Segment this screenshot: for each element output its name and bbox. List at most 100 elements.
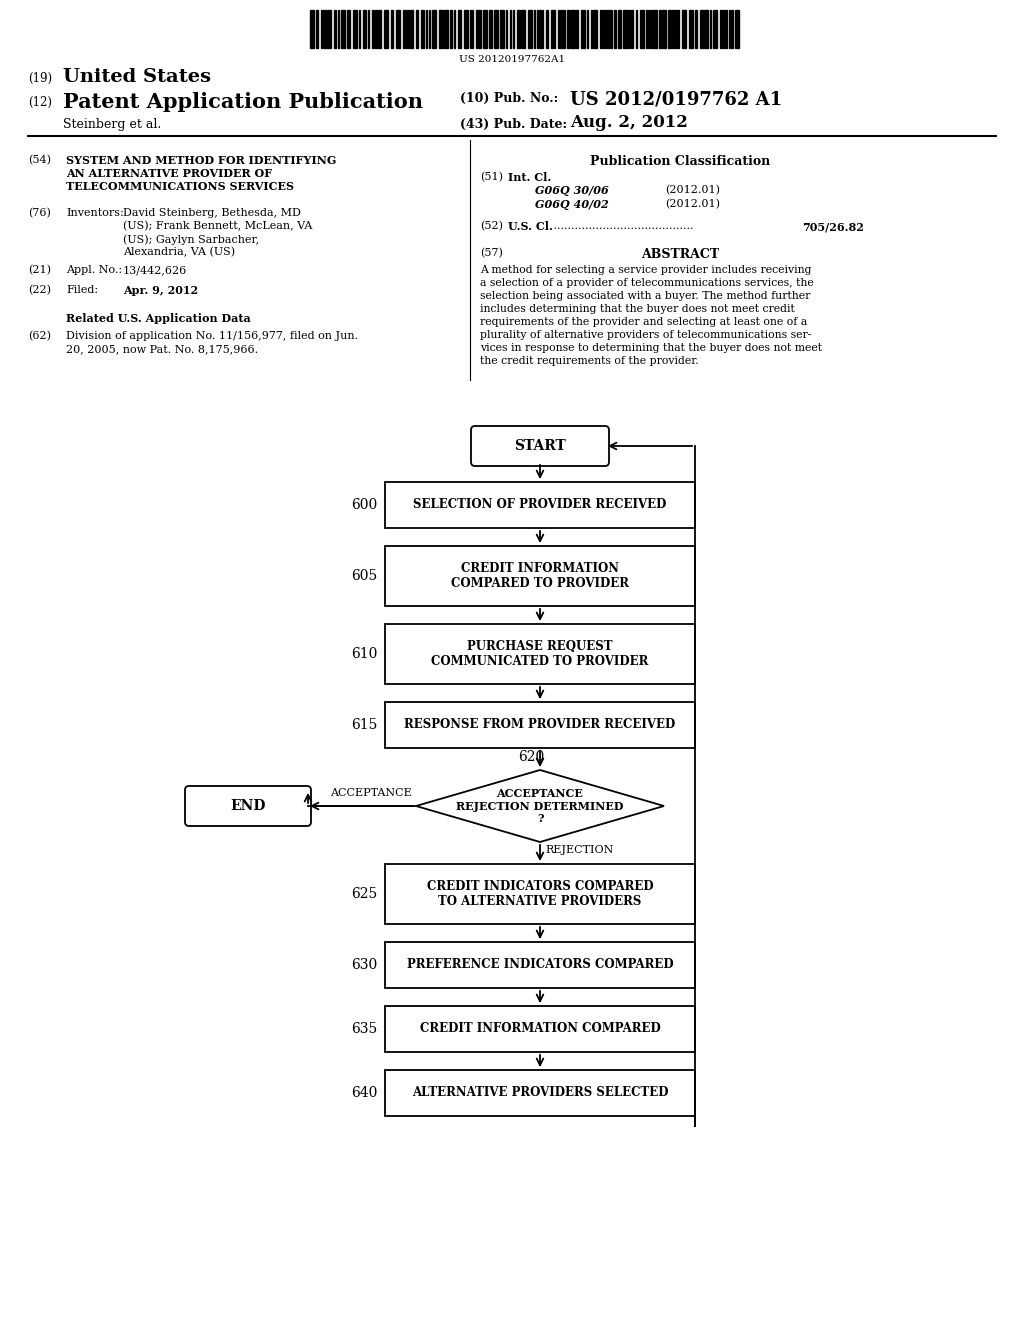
Text: Division of application No. 11/156,977, filed on Jun.: Division of application No. 11/156,977, …	[66, 331, 358, 341]
Bar	[662, 11, 666, 48]
Bar	[426, 11, 427, 48]
Bar	[614, 11, 616, 48]
Bar	[700, 11, 703, 48]
Text: Steinberg et al.: Steinberg et al.	[63, 117, 161, 131]
Bar	[483, 11, 487, 48]
Text: Int. Cl.: Int. Cl.	[508, 172, 551, 183]
Text: 610: 610	[350, 647, 377, 661]
Text: (19): (19)	[28, 73, 52, 84]
Text: (52): (52)	[480, 220, 503, 231]
Bar	[478, 11, 481, 48]
Bar	[528, 11, 532, 48]
Bar	[323, 11, 326, 48]
Text: the credit requirements of the provider.: the credit requirements of the provider.	[480, 356, 698, 366]
Bar	[668, 11, 671, 48]
Text: SELECTION OF PROVIDER RECEIVED: SELECTION OF PROVIDER RECEIVED	[414, 499, 667, 511]
Bar	[593, 11, 597, 48]
Text: (10) Pub. No.:: (10) Pub. No.:	[460, 92, 558, 106]
Bar	[464, 11, 468, 48]
Bar	[353, 11, 357, 48]
Bar	[542, 11, 543, 48]
Bar	[558, 11, 560, 48]
Text: 13/442,626: 13/442,626	[123, 265, 187, 275]
Bar	[631, 11, 633, 48]
Bar	[410, 11, 413, 48]
Bar	[623, 11, 627, 48]
Bar	[546, 11, 548, 48]
Bar	[731, 11, 733, 48]
Text: Publication Classification: Publication Classification	[590, 154, 770, 168]
Text: TELECOMMUNICATIONS SERVICES: TELECOMMUNICATIONS SERVICES	[66, 181, 294, 191]
Bar	[494, 11, 498, 48]
Bar	[617, 11, 621, 48]
Bar	[640, 11, 643, 48]
Bar	[689, 11, 693, 48]
Text: G06Q 40/02: G06Q 40/02	[535, 199, 608, 210]
Bar	[372, 11, 374, 48]
Text: Appl. No.:: Appl. No.:	[66, 265, 122, 275]
Bar	[378, 11, 381, 48]
Text: Related U.S. Application Data: Related U.S. Application Data	[66, 313, 251, 323]
Text: G06Q 30/06: G06Q 30/06	[535, 185, 608, 195]
FancyBboxPatch shape	[185, 785, 311, 826]
Text: (21): (21)	[28, 265, 51, 276]
Bar	[713, 11, 714, 48]
Bar	[603, 11, 604, 48]
Bar	[315, 11, 317, 48]
Text: Inventors:: Inventors:	[66, 209, 124, 218]
Bar	[561, 11, 562, 48]
Text: US 2012/0197762 A1: US 2012/0197762 A1	[570, 90, 782, 108]
Bar	[385, 546, 695, 606]
Bar	[385, 482, 695, 528]
Text: plurality of alternative providers of telecommunications ser-: plurality of alternative providers of te…	[480, 330, 811, 341]
Bar	[421, 11, 424, 48]
Bar	[310, 11, 314, 48]
Text: (43) Pub. Date:: (43) Pub. Date:	[460, 117, 567, 131]
Text: AN ALTERNATIVE PROVIDER OF: AN ALTERNATIVE PROVIDER OF	[66, 168, 272, 180]
Bar	[450, 11, 452, 48]
Bar	[649, 11, 651, 48]
Text: Alexandria, VA (US): Alexandria, VA (US)	[123, 247, 236, 257]
Bar	[534, 11, 535, 48]
Text: REJECTION: REJECTION	[545, 845, 613, 855]
Bar	[454, 11, 455, 48]
Bar	[391, 11, 393, 48]
Bar	[458, 11, 461, 48]
Text: (57): (57)	[480, 248, 503, 259]
Bar	[571, 11, 575, 48]
Bar	[385, 942, 695, 987]
Bar	[600, 11, 602, 48]
Bar	[385, 865, 695, 924]
Text: US 20120197762A1: US 20120197762A1	[459, 55, 565, 63]
Text: includes determining that the buyer does not meet credit: includes determining that the buyer does…	[480, 304, 795, 314]
Text: (12): (12)	[28, 96, 52, 110]
Bar	[489, 11, 492, 48]
Bar	[385, 1071, 695, 1115]
Text: ACCEPTANCE
REJECTION DETERMINED
?: ACCEPTANCE REJECTION DETERMINED ?	[457, 788, 624, 824]
Bar	[341, 11, 345, 48]
Bar	[521, 11, 525, 48]
Text: ABSTRACT: ABSTRACT	[641, 248, 719, 261]
Bar	[722, 11, 724, 48]
Text: START: START	[514, 440, 566, 453]
Text: RESPONSE FROM PROVIDER RECEIVED: RESPONSE FROM PROVIDER RECEIVED	[404, 718, 676, 731]
Bar	[444, 11, 449, 48]
Bar	[384, 11, 388, 48]
Text: 630: 630	[351, 958, 377, 972]
Text: 620: 620	[518, 750, 544, 764]
Bar	[347, 11, 350, 48]
FancyBboxPatch shape	[471, 426, 609, 466]
Text: (US); Frank Bennett, McLean, VA: (US); Frank Bennett, McLean, VA	[123, 220, 312, 231]
Bar	[682, 11, 686, 48]
Text: David Steinberg, Bethesda, MD: David Steinberg, Bethesda, MD	[123, 209, 301, 218]
Text: (2012.01): (2012.01)	[665, 185, 720, 195]
Text: (54): (54)	[28, 154, 51, 165]
Bar	[327, 11, 329, 48]
Text: (62): (62)	[28, 331, 51, 342]
Bar	[334, 11, 336, 48]
Bar	[658, 11, 660, 48]
Bar	[705, 11, 708, 48]
Text: 705/26.82: 705/26.82	[802, 220, 864, 232]
Bar	[735, 11, 739, 48]
Text: CREDIT INFORMATION COMPARED: CREDIT INFORMATION COMPARED	[420, 1023, 660, 1035]
